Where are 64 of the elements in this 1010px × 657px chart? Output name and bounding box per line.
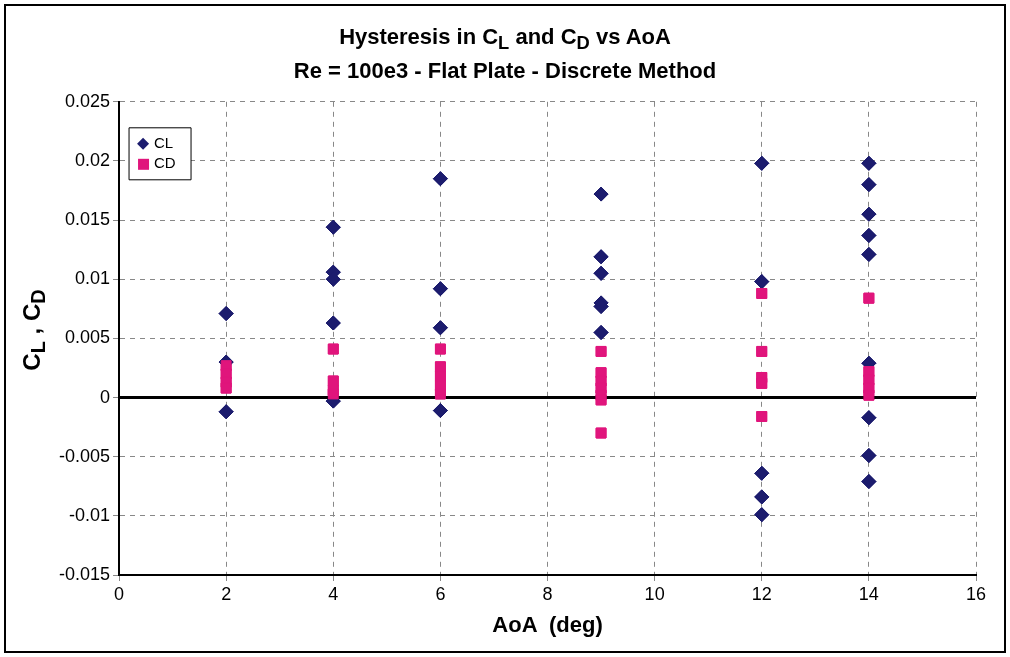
point [432, 281, 448, 297]
chart-title: Hysteresis in C$_{L}$ and C$_{D}$ vs AoA [338, 24, 672, 55]
point [754, 465, 770, 481]
x-tick-label: 6 [435, 583, 446, 604]
chart-subtitle: Re = 100e3 - Flat Plate - Discrete Method [292, 58, 718, 84]
point [432, 403, 448, 419]
x-tick-label: 12 [751, 583, 772, 604]
point [861, 206, 877, 222]
point [595, 345, 607, 357]
y-tick-label: 0 [100, 386, 111, 407]
point [861, 410, 877, 426]
y-tick-label: -0.015 [58, 563, 111, 584]
point [432, 171, 448, 187]
point [861, 227, 877, 243]
y-tick-label: 0.005 [64, 327, 111, 348]
point [754, 274, 770, 290]
point [861, 155, 877, 171]
x-tick-label: 0 [114, 583, 125, 604]
y-tick-label: 0.02 [74, 149, 111, 170]
point [756, 288, 768, 299]
point [218, 404, 234, 420]
point [593, 324, 609, 340]
point [756, 377, 768, 389]
x-tick-label: 14 [858, 583, 879, 604]
point [434, 361, 446, 373]
x-tick-label: 8 [542, 583, 553, 604]
point [434, 343, 446, 355]
y-tick-label: -0.01 [69, 504, 111, 525]
point [327, 343, 339, 355]
point [754, 507, 770, 523]
point [434, 388, 446, 400]
point [754, 155, 770, 171]
point [220, 382, 232, 394]
legend-label: CL [154, 133, 174, 151]
point [325, 315, 341, 331]
point [218, 306, 234, 322]
point [861, 474, 877, 490]
y-tick-label: 0.025 [64, 90, 111, 111]
point [861, 448, 877, 464]
x-tick-label: 10 [644, 583, 665, 604]
point [756, 411, 768, 422]
point [593, 186, 609, 202]
point [863, 389, 875, 401]
x-tick-label: 16 [965, 583, 987, 604]
y-tick-label: -0.005 [58, 445, 111, 466]
y-tick-label: 0.01 [74, 268, 111, 289]
point [863, 292, 875, 304]
point [327, 388, 339, 400]
point [595, 427, 607, 439]
point [432, 320, 448, 336]
point [593, 265, 609, 281]
x-tick-label: 4 [328, 583, 339, 604]
y-tick-label: 0.015 [64, 209, 111, 230]
point [756, 345, 768, 357]
point [325, 219, 341, 235]
x-tick-label: 2 [221, 583, 232, 604]
point [754, 489, 770, 505]
x-axis-title: AoA (deg) [492, 611, 603, 637]
point [861, 246, 877, 262]
point [327, 375, 339, 387]
legend-label: CD [154, 153, 176, 171]
point [593, 249, 609, 265]
point [595, 394, 607, 406]
point [861, 177, 877, 193]
